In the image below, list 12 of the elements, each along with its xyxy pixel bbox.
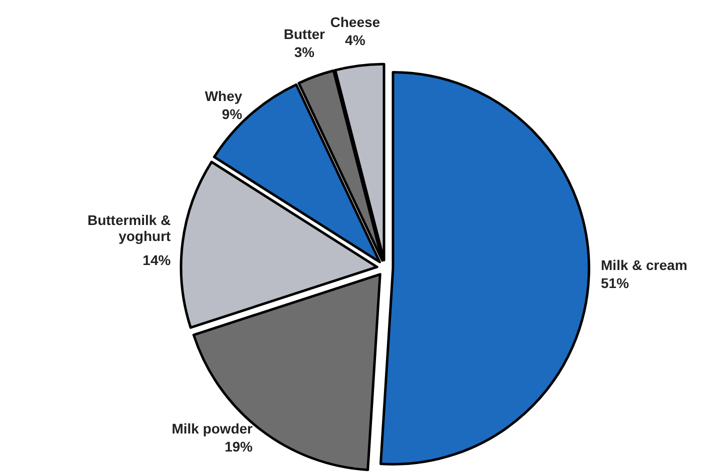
data-label: 3% [294,44,316,60]
slice-label: Whey [204,88,242,104]
data-label: 9% [222,106,243,122]
slice-label: Cheese [330,14,380,30]
slice-label: Buttermilk & yoghurt [87,212,172,244]
data-label: 4% [345,32,366,48]
slice-label: Milk & cream [600,256,688,273]
data-label: 51% [600,274,630,291]
slice-label: Milk powder [172,420,254,437]
data-label: 19% [224,438,254,455]
slice-label: Butter [284,26,326,42]
data-label: 14% [142,252,172,268]
